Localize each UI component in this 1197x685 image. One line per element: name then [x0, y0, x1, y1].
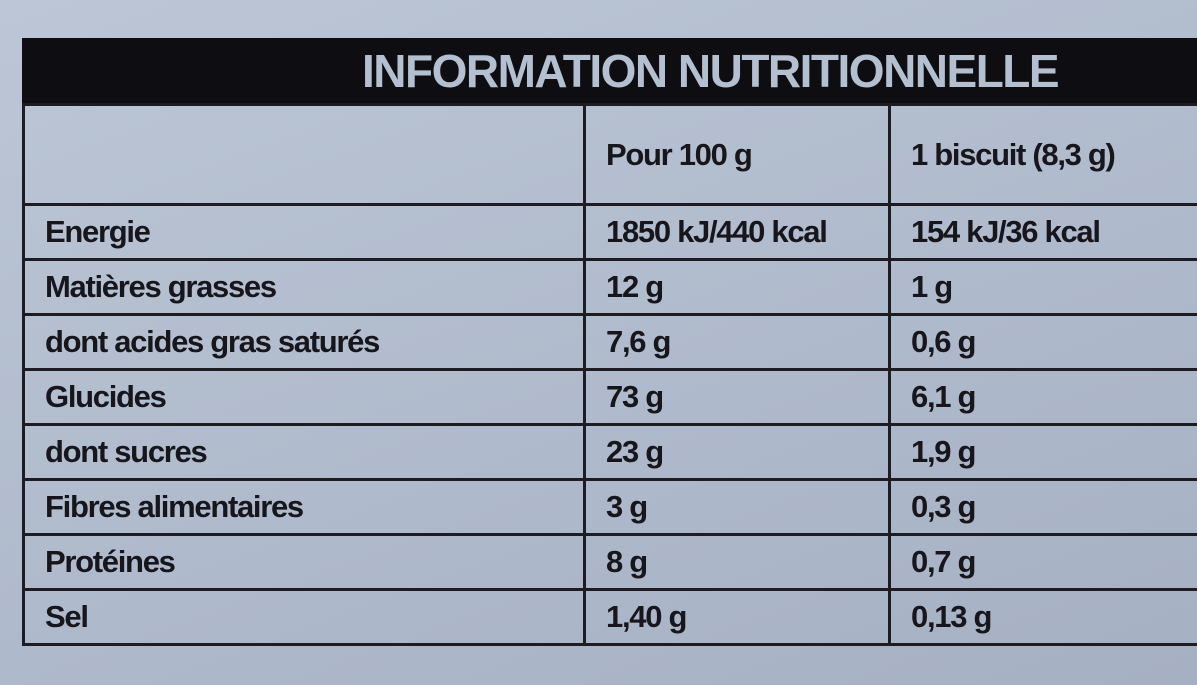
table-row: dont acides gras saturés 7,6 g 0,6 g — [22, 313, 1197, 371]
nutrient-value: 1 g — [888, 258, 1197, 316]
nutrient-label: Protéines — [22, 533, 586, 591]
nutrient-label: Energie — [22, 203, 586, 261]
nutrient-value: 1,40 g — [583, 588, 891, 646]
nutrient-value: 3 g — [583, 478, 891, 536]
nutrient-value: 0,7 g — [888, 533, 1197, 591]
nutrient-value: 1850 kJ/440 kcal — [583, 203, 891, 261]
header-cell: 1 biscuit (8,3 g) — [888, 103, 1197, 206]
nutrient-value: 73 g — [583, 368, 891, 426]
title: INFORMATION NUTRITIONNELLE — [362, 45, 1060, 97]
table-row: Energie 1850 kJ/440 kcal 154 kJ/36 kcal — [22, 203, 1197, 261]
nutrient-label: Matières grasses — [22, 258, 586, 316]
nutrient-label: Glucides — [22, 368, 586, 426]
table-row: Fibres alimentaires 3 g 0,3 g — [22, 478, 1197, 536]
header-cell: Pour 100 g — [583, 103, 891, 206]
nutrient-value: 23 g — [583, 423, 891, 481]
table-row: Sel 1,40 g 0,13 g — [22, 588, 1197, 646]
nutrient-label: Sel — [22, 588, 586, 646]
nutrient-label: dont sucres — [22, 423, 586, 481]
nutrient-value: 154 kJ/36 kcal — [888, 203, 1197, 261]
table-row: Glucides 73 g 6,1 g — [22, 368, 1197, 426]
nutrient-value: 0,13 g — [888, 588, 1197, 646]
nutrient-value: 1,9 g — [888, 423, 1197, 481]
title-bar: INFORMATION NUTRITIONNELLE — [22, 38, 1197, 105]
nutrient-label: dont acides gras saturés — [22, 313, 586, 371]
nutrient-value: 7,6 g — [583, 313, 891, 371]
nutrient-value: 6,1 g — [888, 368, 1197, 426]
header-cell — [22, 103, 586, 206]
nutrient-value: 0,6 g — [888, 313, 1197, 371]
table-row: dont sucres 23 g 1,9 g — [22, 423, 1197, 481]
table-row: Protéines 8 g 0,7 g — [22, 533, 1197, 591]
nutrient-label: Fibres alimentaires — [22, 478, 586, 536]
nutrient-value: 12 g — [583, 258, 891, 316]
nutrient-value: 0,3 g — [888, 478, 1197, 536]
nutrient-value: 8 g — [583, 533, 891, 591]
